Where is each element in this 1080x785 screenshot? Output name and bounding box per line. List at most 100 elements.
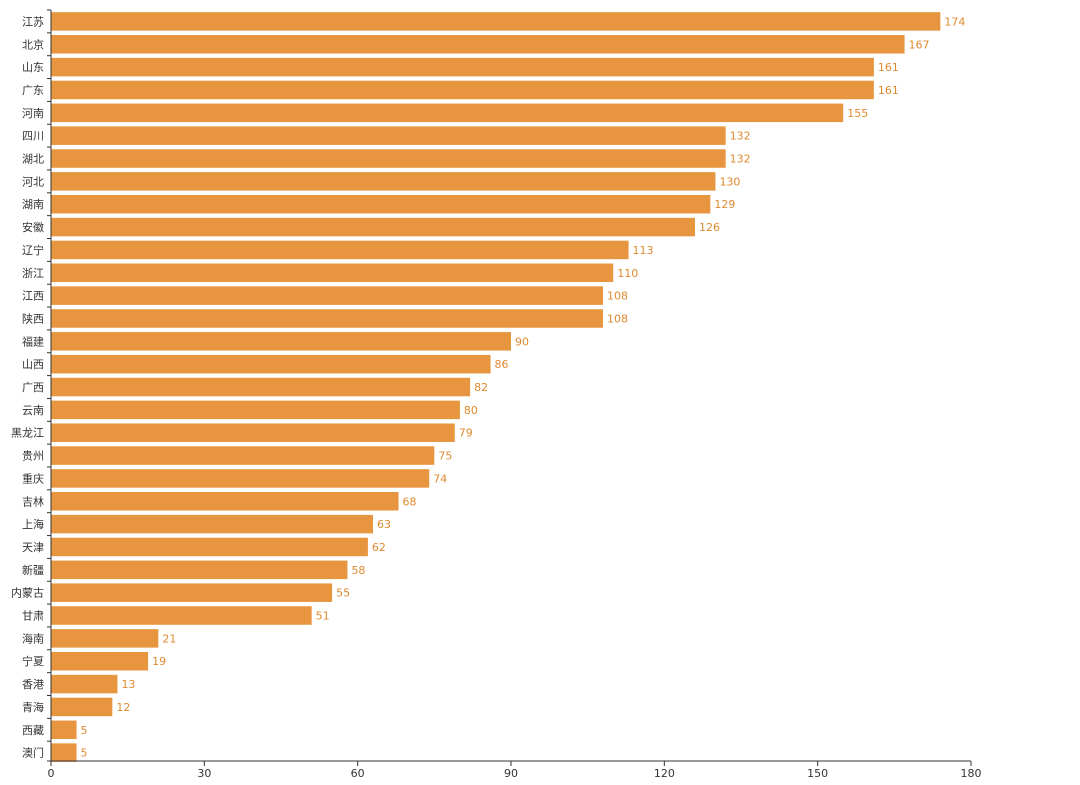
x-tick-label: 90 (504, 767, 518, 780)
category-label: 青海 (22, 700, 44, 714)
category-label: 宁夏 (22, 654, 44, 668)
category-label: 广西 (22, 381, 44, 394)
x-axis: 0 30 60 90 120 150 180 (48, 760, 982, 780)
bar-17 (51, 400, 460, 420)
bar-23 (51, 537, 368, 557)
value-label: 110 (617, 267, 638, 280)
x-tick-label: 120 (654, 767, 675, 780)
value-label: 75 (438, 450, 452, 463)
value-label: 12 (116, 701, 130, 714)
value-label: 62 (372, 541, 386, 554)
category-label: 安徽 (22, 220, 44, 234)
value-label: 155 (847, 107, 868, 120)
category-label: 内蒙古 (11, 586, 44, 600)
bar-29 (51, 674, 118, 694)
category-label: 江苏 (22, 15, 44, 28)
category-label: 辽宁 (22, 243, 44, 257)
bar-18 (51, 423, 455, 442)
x-tick-label: 150 (807, 767, 828, 780)
category-label: 云南 (22, 404, 44, 417)
category-label: 澳门 (22, 746, 44, 760)
bar-1 (51, 35, 905, 54)
value-label: 58 (351, 564, 365, 577)
bar-10 (51, 240, 629, 260)
value-label: 80 (464, 404, 478, 417)
value-label: 108 (607, 312, 628, 325)
y-axis: 江苏北京山东广东河南四川湖北河北湖南安徽辽宁浙江江西陕西福建山西广西云南黑龙江贵… (11, 9, 52, 762)
category-label: 西藏 (22, 724, 44, 737)
category-label: 四川 (22, 130, 44, 143)
x-tick-label: 60 (351, 767, 365, 780)
value-label: 21 (162, 632, 176, 645)
category-label: 海南 (22, 631, 44, 645)
bar-19 (51, 446, 435, 465)
bar-13 (51, 309, 603, 328)
bars (51, 12, 941, 762)
value-label: 86 (495, 358, 509, 371)
value-label: 55 (336, 587, 350, 600)
category-label: 贵州 (22, 450, 44, 463)
value-label: 113 (633, 244, 654, 257)
category-label: 重庆 (22, 471, 44, 485)
x-tick-label: 0 (48, 767, 55, 780)
value-label: 79 (459, 427, 473, 440)
category-label: 浙江 (22, 267, 44, 280)
bar-3 (51, 80, 874, 100)
bar-21 (51, 492, 399, 511)
bar-28 (51, 651, 149, 671)
value-label: 161 (878, 84, 899, 97)
value-label: 108 (607, 290, 628, 303)
value-label: 19 (152, 655, 166, 668)
value-label: 132 (730, 130, 751, 143)
x-tick-label: 180 (961, 767, 982, 780)
value-label: 82 (474, 381, 488, 394)
category-label: 山西 (22, 358, 44, 371)
bar-12 (51, 286, 603, 305)
bar-9 (51, 217, 695, 237)
value-label: 130 (719, 175, 740, 188)
category-label: 北京 (22, 37, 44, 51)
value-label: 74 (433, 472, 447, 485)
value-label: 126 (699, 221, 720, 234)
value-label: 129 (714, 198, 735, 211)
bar-26 (51, 606, 312, 625)
bar-30 (51, 697, 113, 717)
value-labels: 174 167 161 161 155 132 132 130 129 126 113 110 108 1… (81, 15, 966, 759)
bar-24 (51, 560, 348, 580)
bar-8 (51, 194, 711, 214)
category-label: 甘肃 (22, 610, 44, 623)
category-label: 吉林 (22, 494, 44, 508)
category-label: 江西 (22, 290, 44, 303)
category-label: 湖北 (22, 153, 44, 166)
category-label: 上海 (22, 517, 44, 531)
bar-20 (51, 469, 430, 488)
category-label: 香港 (22, 678, 44, 691)
category-label: 天津 (22, 541, 44, 554)
category-label: 河南 (22, 107, 44, 120)
category-label: 福建 (22, 334, 44, 348)
value-label: 132 (730, 153, 751, 166)
category-label: 新疆 (22, 563, 44, 577)
category-label: 河北 (22, 175, 44, 188)
bar-27 (51, 629, 159, 648)
value-label: 13 (121, 678, 135, 691)
bar-6 (51, 149, 726, 168)
value-label: 51 (316, 610, 330, 623)
value-label: 5 (81, 747, 88, 760)
value-label: 90 (515, 335, 529, 348)
bar-25 (51, 583, 333, 602)
value-label: 5 (81, 724, 88, 737)
bar-16 (51, 377, 471, 397)
bar-2 (51, 57, 874, 77)
category-label: 山东 (22, 61, 44, 74)
category-label: 湖南 (22, 198, 44, 211)
value-label: 68 (403, 495, 417, 508)
value-label: 174 (944, 15, 965, 28)
bar-14 (51, 332, 511, 351)
bar-31 (51, 720, 77, 740)
bar-15 (51, 354, 491, 374)
category-label: 广东 (22, 84, 44, 97)
value-label: 161 (878, 61, 899, 74)
bar-7 (51, 172, 716, 191)
